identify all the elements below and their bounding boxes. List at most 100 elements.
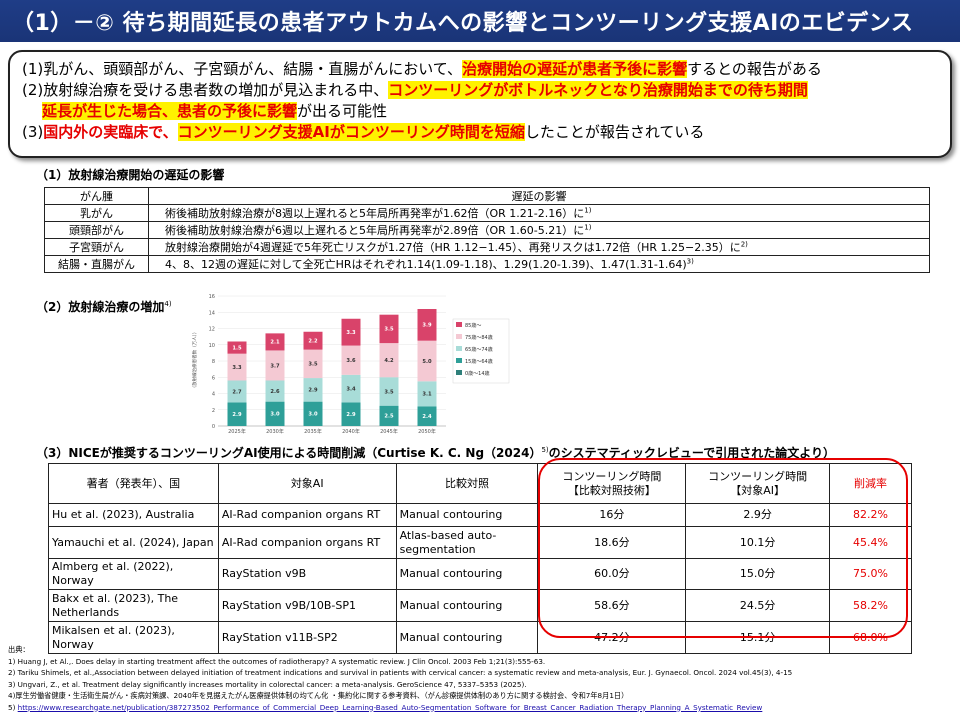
bar-segment (341, 374, 361, 403)
bar-segment (303, 378, 323, 402)
legend-label: 15歳～64歳 (465, 358, 493, 365)
summary-line-1: (1)乳がん、頭頸部がん、子宮頸がん、結腸・直腸がんにおいて、治療開始の遅延が患… (22, 60, 822, 78)
x-tick-label: 2030年 (266, 428, 284, 435)
data-label: 3.5 (384, 327, 394, 333)
bar-segment (379, 405, 399, 426)
table-header-row: がん腫 遅延の影響 (44, 187, 930, 205)
bar-segment (379, 377, 399, 406)
y-tick-label: 16 (209, 294, 215, 300)
page-header: （1）－② 待ち期間延長の患者アウトカムへの影響とコンツーリング支援AIのエビデ… (0, 0, 960, 42)
legend-swatch (456, 346, 462, 351)
table-row: 乳がん 術後補助放射線治療が8週以上遅れると5年局所再発率が1.62倍（OR 1… (44, 204, 930, 222)
source-item-5: 5) https://www.researchgate.net/publicat… (8, 702, 763, 712)
legend-label: 0歳～14歳 (465, 370, 490, 377)
stacked-bar-chart: （放射線治療患者数（万人））02468101214160.02.92.73.31… (191, 294, 510, 435)
data-label: 2.6 (270, 389, 280, 395)
delay-impact-table: がん腫 遅延の影響 乳がん 術後補助放射線治療が8週以上遅れると5年局所再発率が… (44, 187, 930, 273)
x-tick-label: 2025年 (228, 428, 246, 435)
patient-growth-chart: （放射線治療患者数（万人））02468101214160.02.92.73.31… (190, 290, 520, 440)
table-row: Almberg et al. (2022), Norway RayStation… (48, 558, 912, 590)
bar-segment (227, 402, 247, 426)
legend-swatch (456, 322, 462, 327)
bar-segment (265, 401, 285, 426)
col-header-time-control: コンツーリング時間 【比較対照技術】 (537, 463, 687, 504)
y-tick-label: 6 (212, 375, 215, 381)
data-label: 2.9 (232, 412, 242, 418)
bar-segment (379, 314, 399, 344)
y-tick-label: 2 (212, 408, 215, 414)
legend-swatch (456, 334, 462, 339)
page-title: （1）－② 待ち期間延長の患者アウトカムへの影響とコンツーリング支援AIのエビデ… (12, 11, 914, 36)
data-label: 5.0 (422, 359, 432, 365)
table-row: 頭頸部がん 術後補助放射線治療が6週以上遅れると5年局所再発率が2.89倍（OR… (44, 221, 930, 239)
table-row: Yamauchi et al. (2024), Japan AI-Rad com… (48, 526, 912, 559)
data-label: 3.4 (346, 386, 356, 392)
data-label: 2.2 (308, 338, 318, 344)
data-label: 2.9 (346, 412, 356, 418)
col-header-time-ai: コンツーリング時間 【対象AI】 (685, 463, 831, 504)
bar-segment (265, 380, 285, 402)
y-tick-label: 8 (212, 359, 215, 365)
y-tick-label: 12 (209, 327, 215, 333)
summary-line-4: (3)国内外の実臨床で、コンツーリング支援AIがコンツーリング時間を短縮したこと… (22, 123, 705, 141)
legend-swatch (456, 370, 462, 375)
summary-box: (1)乳がん、頭頸部がん、子宮頸がん、結腸・直腸がんにおいて、治療開始の遅延が患… (8, 50, 952, 158)
data-label: 3.0 (270, 412, 280, 418)
data-label: 3.3 (346, 330, 356, 336)
bar-segment (379, 343, 399, 378)
bar-segment (417, 309, 437, 341)
data-label: 3.1 (422, 392, 432, 398)
legend-label: 85歳～ (465, 322, 481, 329)
y-tick-label: 4 (212, 392, 215, 398)
bar-segment (417, 340, 437, 382)
source-item-4: 4)厚生労働省健康・生活衛生局がん・疾病対策課、2040年を見据えたがん医療提供… (8, 691, 629, 700)
sources: 出典： 1) Huang J, et Al.,. Does delay in s… (8, 644, 952, 713)
source-item-3: 3) Ungvari, Z., et al. Treatment delay s… (8, 679, 527, 689)
bar-segment (303, 401, 323, 426)
section1-title: （1）放射線治療開始の遅延の影響 (36, 168, 225, 182)
x-tick-label: 2050年 (418, 428, 436, 435)
table-row: 子宮頸がん 放射線治療開始が4週遅延で5年死亡リスクが1.27倍（HR 1.12… (44, 238, 930, 256)
contouring-time-table: 著者（発表年）、国 対象AI 比較対照 コンツーリング時間 【比較対照技術】 コン… (48, 463, 912, 654)
col-header-author: 著者（発表年）、国 (48, 463, 219, 504)
data-label: 4.2 (384, 358, 394, 364)
table-row: 結腸・直腸がん 4、8、12週の遅延に対して全死亡HRはそれぞれ1.14(1.0… (44, 255, 930, 273)
data-label: 1.5 (232, 345, 242, 351)
col-header-cancer-type: がん腫 (44, 187, 149, 205)
data-label: 2.9 (308, 388, 318, 394)
bar-segment (417, 381, 437, 407)
data-label: 2.1 (270, 340, 280, 346)
bar-segment (265, 333, 285, 351)
bar-segment (341, 345, 361, 375)
data-label: 3.5 (308, 362, 318, 368)
section3-title: （3）NICEが推奨するコンツーリングAI使用による時間削減（Curtise K… (36, 446, 835, 460)
bar-segment (417, 406, 437, 426)
legend-label: 65歳～74歳 (465, 346, 493, 353)
data-label: 3.6 (346, 358, 356, 364)
y-axis-label: （放射線治療患者数（万人）） (191, 330, 198, 391)
summary-line-3: 延長が生じた場合、患者の予後に影響が出る可能性 (42, 102, 388, 120)
y-tick-label: 0 (212, 424, 215, 430)
data-label: 3.9 (422, 323, 432, 329)
bar-segment (341, 318, 361, 346)
bar-segment (303, 331, 323, 350)
table-row: Bakx et al. (2023), The Netherlands RayS… (48, 589, 912, 622)
table-row: Hu et al. (2023), Australia AI-Rad compa… (48, 503, 912, 527)
bar-segment (227, 380, 247, 403)
x-tick-label: 2045年 (380, 428, 398, 435)
bar-segment (227, 353, 247, 381)
col-header-control: 比較対照 (395, 463, 539, 504)
data-label: 2.4 (422, 414, 432, 420)
y-tick-label: 10 (209, 343, 215, 349)
y-tick-label: 14 (209, 310, 215, 316)
table-header-row: 著者（発表年）、国 対象AI 比較対照 コンツーリング時間 【比較対照技術】 コン… (48, 463, 912, 504)
source-item-1: 1) Huang J, et Al.,. Does delay in start… (8, 656, 546, 666)
legend-swatch (456, 358, 462, 363)
summary-line-2: (2)放射線治療を受ける患者数の増加が見込まれる中、コンツーリングがボトルネック… (22, 81, 808, 99)
legend-box (452, 318, 510, 384)
data-label: 3.3 (232, 365, 242, 371)
col-header-impact: 遅延の影響 (148, 187, 930, 205)
x-tick-label: 2040年 (342, 428, 360, 435)
data-label: 3.5 (384, 389, 394, 395)
source-link[interactable]: https://www.researchgate.net/publication… (17, 702, 763, 712)
